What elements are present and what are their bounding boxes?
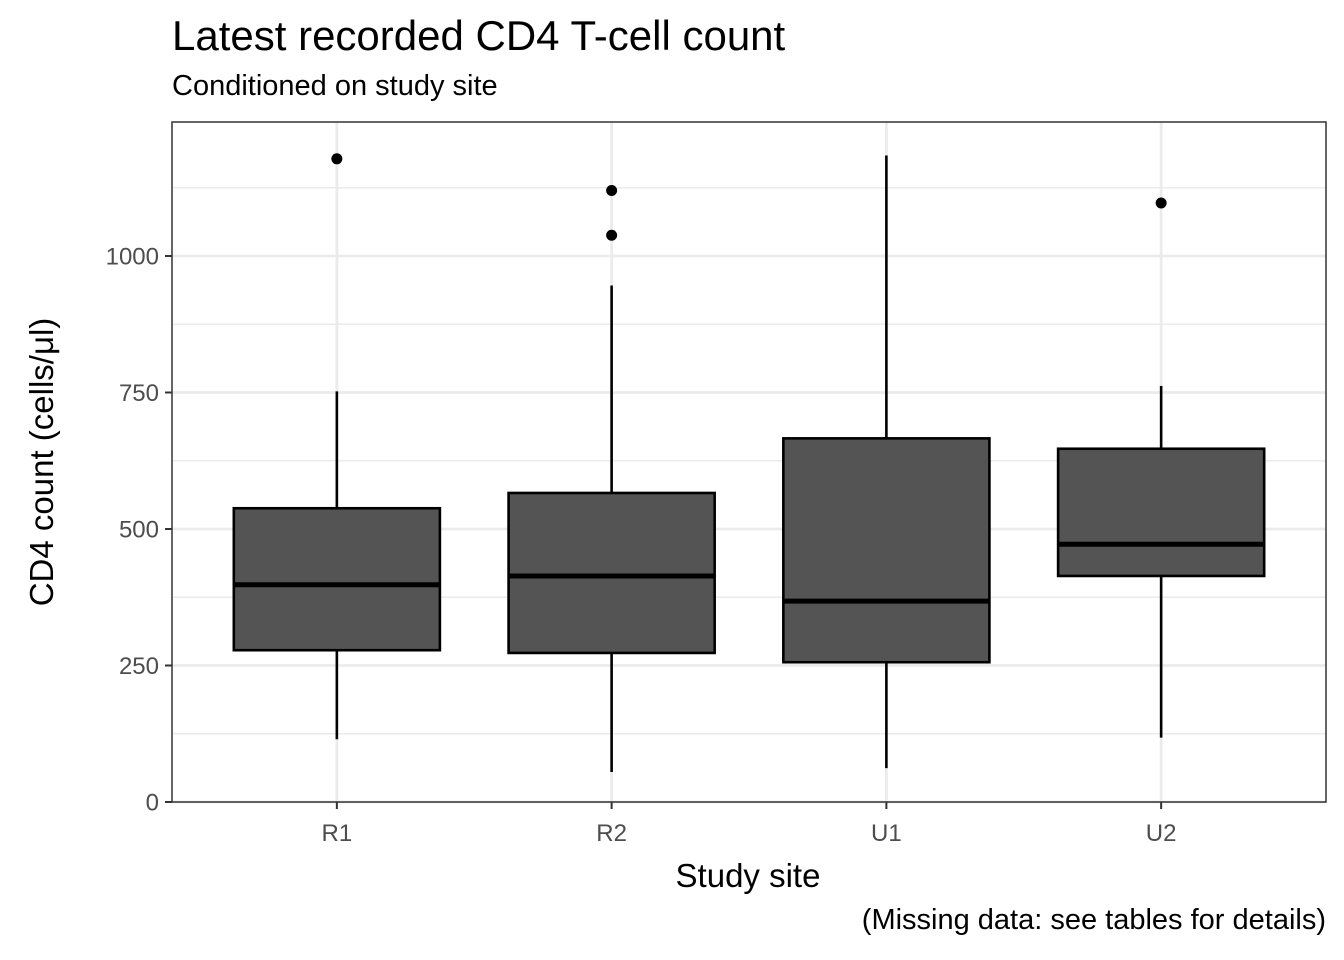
y-tick-label: 1000 <box>106 244 159 271</box>
outlier-point <box>606 184 618 196</box>
outlier-point <box>331 153 343 165</box>
panel-border <box>171 121 1327 803</box>
x-tick-label: U2 <box>1146 820 1177 847</box>
iqr-box <box>1056 447 1266 578</box>
y-tick-label: 500 <box>119 517 159 544</box>
outlier-point <box>606 229 618 241</box>
chart-subtitle: Conditioned on study site <box>172 70 498 102</box>
x-tick-label: U1 <box>871 820 902 847</box>
box-r2 <box>507 184 716 772</box>
outlier-point <box>1155 197 1167 209</box>
box-u2 <box>1056 197 1266 738</box>
y-tick-label: 750 <box>119 380 159 407</box>
chart-caption: (Missing data: see tables for details) <box>861 904 1326 936</box>
y-axis-title: CD4 count (cells/μl) <box>23 318 60 607</box>
iqr-box <box>507 491 716 655</box>
y-tick-label: 0 <box>146 790 159 817</box>
x-axis-title: Study site <box>676 857 821 894</box>
y-tick-label: 250 <box>119 653 159 680</box>
iqr-box <box>782 437 991 664</box>
x-tick-label: R1 <box>322 820 353 847</box>
chart-title: Latest recorded CD4 T-cell count <box>172 12 786 59</box>
box-r1 <box>232 153 442 740</box>
box-u1 <box>782 155 991 769</box>
x-tick-label: R2 <box>596 820 627 847</box>
iqr-box <box>232 506 442 652</box>
